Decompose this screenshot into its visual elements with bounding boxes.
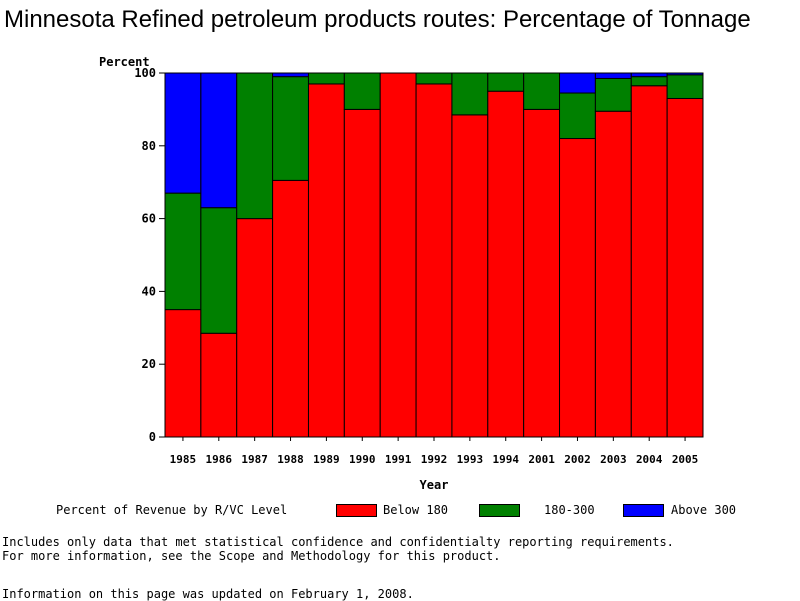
x-tick-label: 1990	[349, 453, 376, 466]
y-tick-label: 20	[142, 357, 156, 371]
bar-2003-below-180	[594, 110, 632, 438]
bar-1987-below-180	[236, 218, 274, 438]
confidentiality-note: Includes only data that met statistical …	[2, 535, 674, 549]
y-tick-label: 60	[142, 212, 156, 226]
bar-1993-below-180	[451, 114, 489, 438]
bar-1987-180-300	[236, 72, 274, 220]
bar-2005-180-300	[666, 74, 704, 99]
x-tick-label: 1987	[241, 453, 268, 466]
x-tick-label: 2001	[528, 453, 555, 466]
y-axis: 0 20 40 60 80 100	[134, 66, 165, 444]
bar-1994-below-180	[487, 90, 525, 438]
x-axis-label: Year	[420, 478, 449, 492]
x-tick-label: 2005	[672, 453, 699, 466]
bar-2005-below-180	[666, 97, 704, 438]
legend-swatch-180-300	[479, 504, 520, 517]
bar-2002-below-180	[559, 138, 596, 438]
bar-1986-180-300	[200, 207, 238, 334]
bar-1992-below-180	[415, 83, 453, 438]
x-tick-label: 1986	[206, 453, 233, 466]
y-tick-label: 40	[142, 284, 156, 298]
chart-title: Minnesota Refined petroleum products rou…	[4, 6, 751, 33]
y-axis-label: Percent	[99, 55, 150, 69]
x-tick-label: 2003	[600, 453, 627, 466]
y-tick-label: 80	[142, 139, 156, 153]
bar-group	[164, 72, 704, 438]
y-tick-label: 0	[149, 430, 156, 444]
x-tick-label: 1988	[277, 453, 304, 466]
bar-1990-below-180	[343, 108, 381, 438]
legend-label: Percent of Revenue by R/VC Level	[56, 503, 288, 517]
update-note: Information on this page was updated on …	[2, 587, 414, 601]
legend-swatch-above-300	[623, 504, 664, 517]
x-tick-label: 1985	[170, 453, 197, 466]
bar-2003-180-300	[594, 77, 632, 112]
bar-1993-180-300	[451, 72, 489, 116]
bar-1988-below-180	[272, 179, 309, 438]
stacked-bar-chart: 0 20 40 60 80 100 1985 1986 1987 1988 1989 1990 199…	[99, 55, 704, 492]
bar-1989-180-300	[307, 72, 345, 85]
bar-1985-above-300	[164, 72, 202, 194]
bar-1988-above-300	[272, 72, 309, 78]
bar-1986-above-300	[200, 72, 238, 209]
bar-2001-below-180	[523, 108, 561, 438]
legend-swatch-below-180	[336, 504, 377, 517]
bar-1985-below-180	[164, 309, 202, 438]
bar-2003-above-300	[594, 72, 632, 79]
bar-1992-180-300	[415, 72, 453, 85]
bar-2004-above-300	[630, 72, 668, 78]
x-axis: 1985 1986 1987 1988 1989 1990 1991 1992 1993 1994…	[170, 437, 699, 466]
x-tick-label: 1991	[385, 453, 412, 466]
x-tick-label: 2002	[564, 453, 591, 466]
bar-1985-180-300	[164, 192, 202, 311]
bar-1994-180-300	[487, 72, 525, 92]
bar-1989-below-180	[307, 83, 345, 438]
bar-1986-below-180	[200, 332, 238, 438]
x-tick-label: 2004	[636, 453, 663, 466]
bar-2002-above-300	[559, 72, 596, 94]
methodology-note: For more information, see the Scope and …	[2, 549, 501, 563]
bar-1988-180-300	[272, 76, 309, 181]
y-tick-label: 100	[134, 66, 156, 80]
bar-2002-180-300	[559, 92, 596, 140]
x-tick-label: 1992	[421, 453, 448, 466]
legend-item-label: 180-300	[544, 503, 595, 517]
legend-item-label: Below 180	[383, 503, 449, 517]
x-tick-label: 1994	[492, 453, 519, 466]
x-tick-label: 1993	[457, 453, 484, 466]
bar-1990-180-300	[343, 72, 381, 110]
bar-2004-180-300	[630, 76, 668, 87]
bar-2001-180-300	[523, 72, 561, 110]
x-tick-label: 1989	[313, 453, 340, 466]
bar-2004-below-180	[630, 85, 668, 438]
legend-item-label: Above 300	[671, 503, 737, 517]
bar-1991-below-180	[379, 72, 417, 438]
